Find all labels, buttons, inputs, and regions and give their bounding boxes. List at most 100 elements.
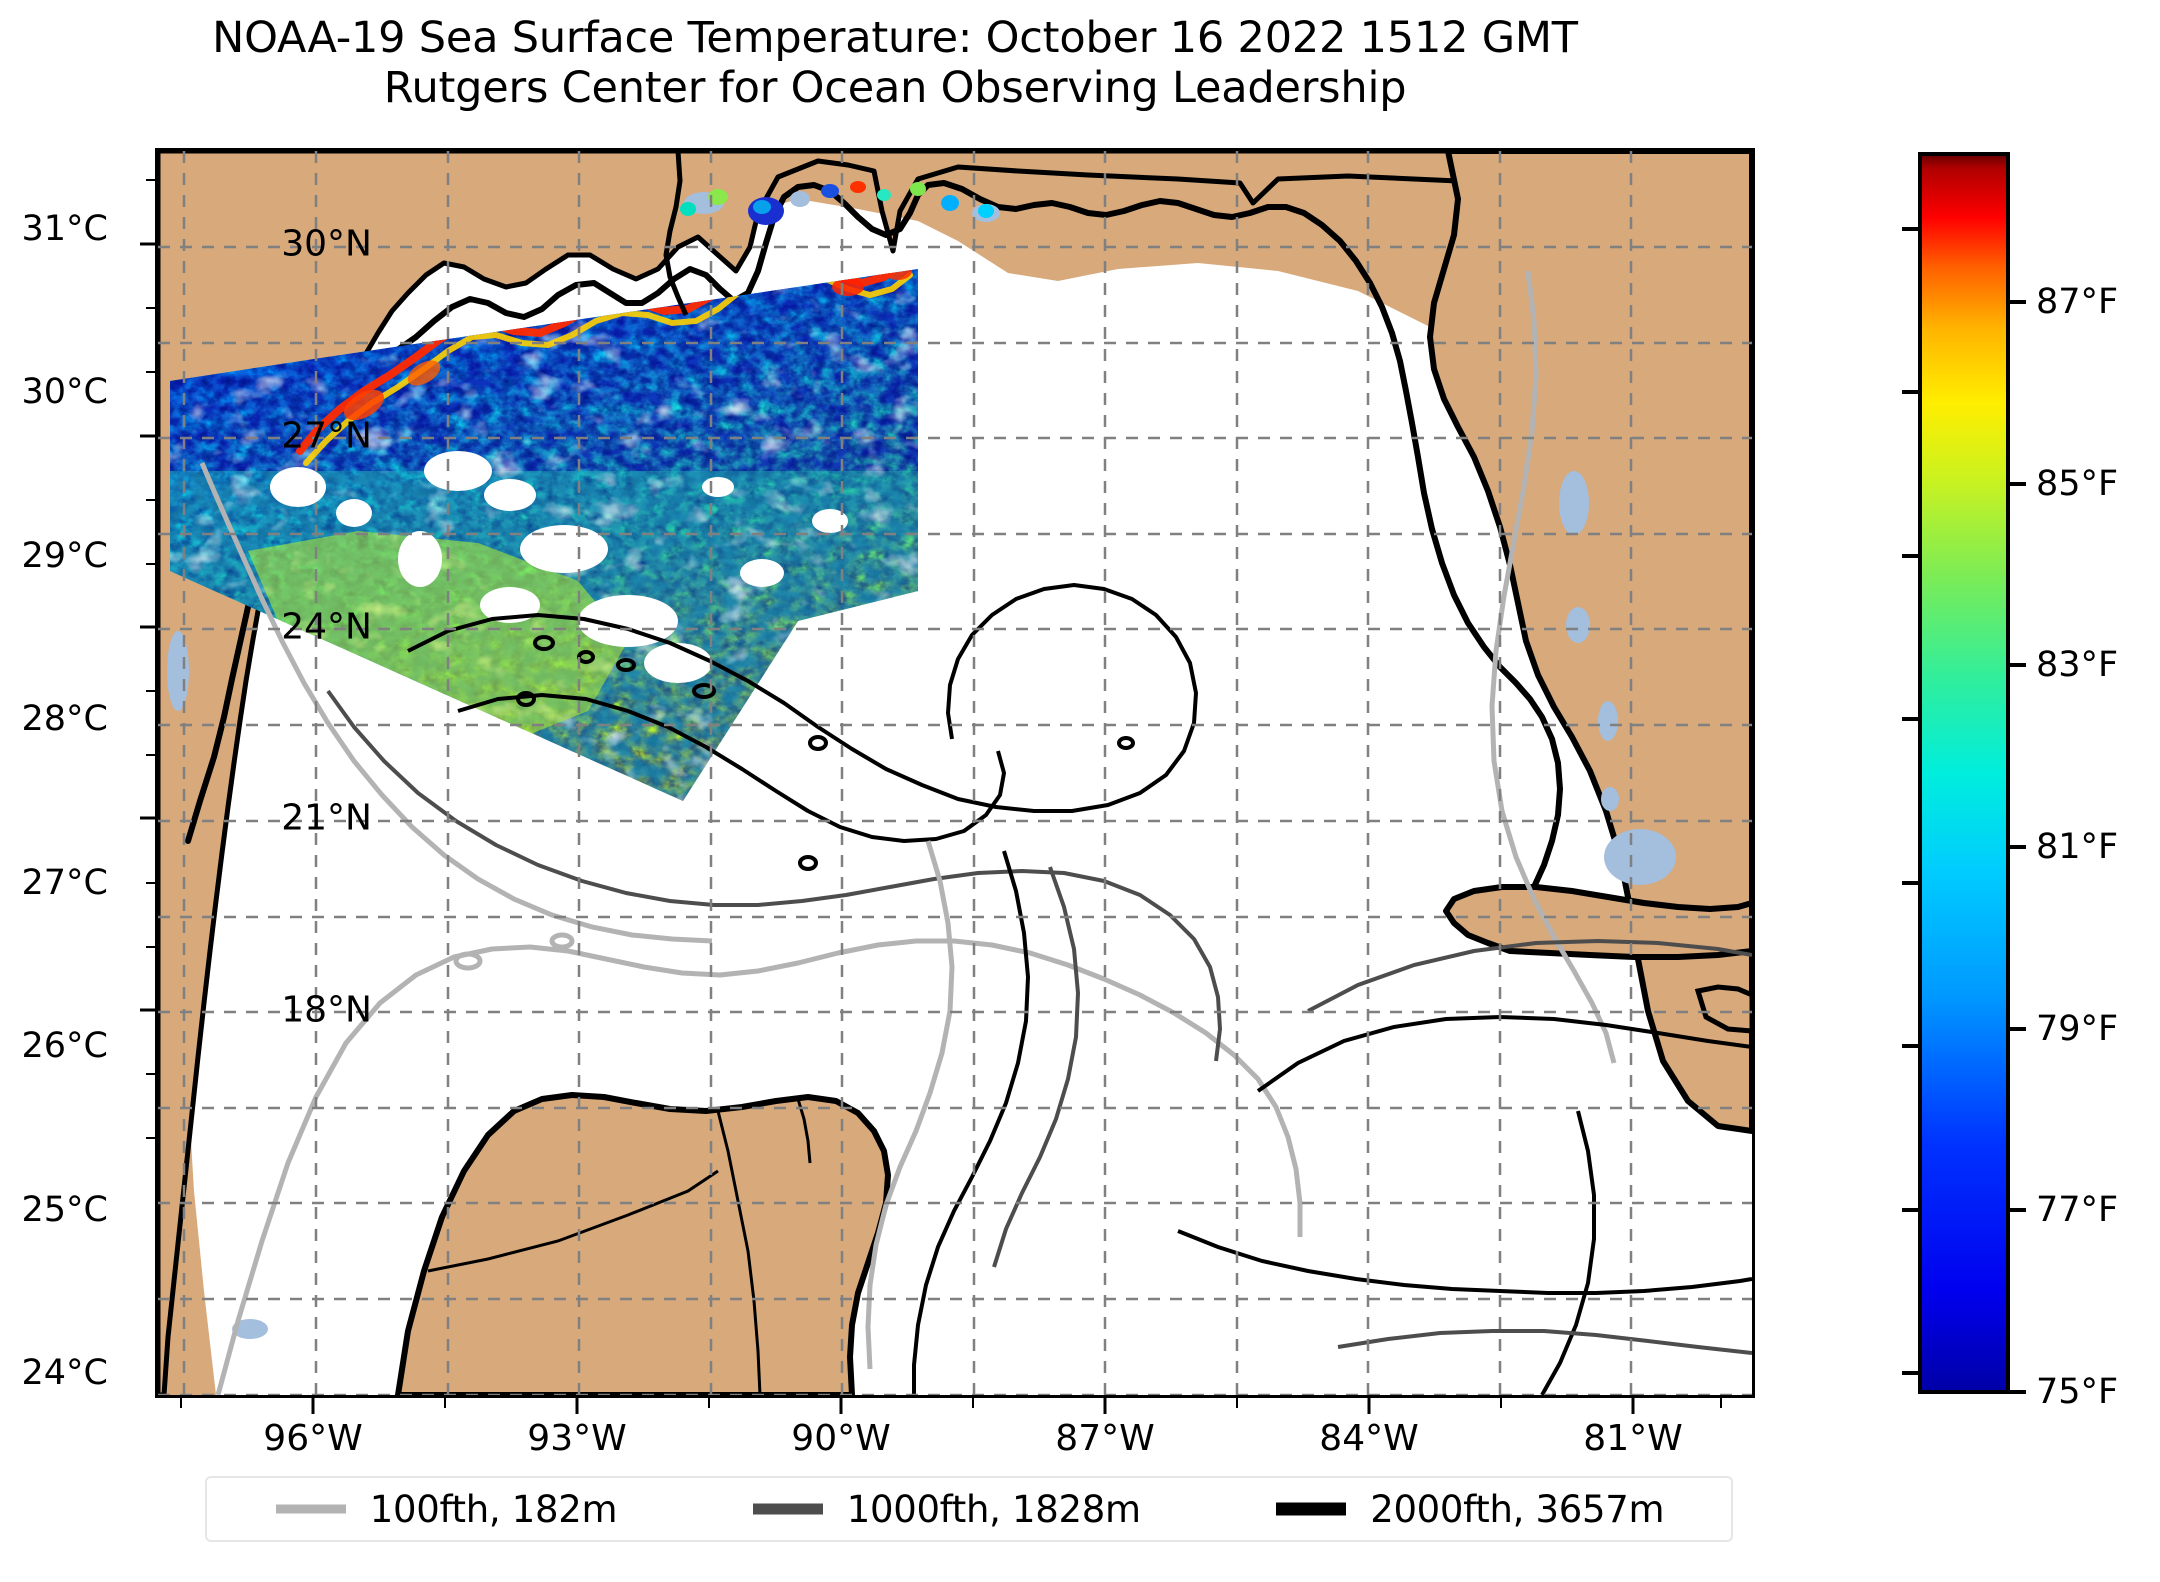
xtick-mark-3: [1103, 1398, 1107, 1414]
cb-right-tick-6: [2008, 1390, 2026, 1394]
lake-okeechobee: [1604, 829, 1676, 885]
cb-left-tick-0: [1902, 227, 1920, 231]
cb-right-label-5: 77°F: [2036, 1190, 2119, 1230]
land-florida: [1427, 151, 1752, 1134]
ytick-label-0: 30°N: [281, 223, 372, 265]
title-line-1: NOAA-19 Sea Surface Temperature: October…: [212, 13, 1578, 63]
xtick-minor-6: [1720, 1398, 1722, 1408]
xtick-label-2: 90°W: [791, 1418, 891, 1459]
xtick-minor-1: [444, 1398, 446, 1408]
ytick-mark-2: [140, 625, 156, 629]
legend-item-100fth[interactable]: 100fth, 182m: [274, 1488, 618, 1531]
ytick-minor-6: [146, 882, 156, 884]
xtick-label-3: 87°W: [1055, 1418, 1155, 1459]
xtick-minor-4: [1236, 1398, 1238, 1408]
xtick-minor-2: [708, 1398, 710, 1408]
cb-right-label-2: 83°F: [2036, 645, 2119, 685]
xtick-label-0: 96°W: [263, 1418, 363, 1459]
contour-misc-1: [992, 866, 1081, 1268]
ytick-mark-0: [140, 242, 156, 246]
ytick-label-4: 18°N: [281, 989, 372, 1031]
cb-left-label-2: 29°C: [21, 536, 108, 576]
lake-florida-north: [1559, 471, 1589, 535]
xtick-mark-0: [311, 1398, 315, 1414]
xtick-mark-1: [575, 1398, 579, 1414]
cb-left-tick-7: [1902, 1371, 1920, 1375]
map-canvas: [158, 151, 1752, 1395]
cb-left-tick-1: [1902, 390, 1920, 394]
contour-100fth-west: [199, 462, 713, 944]
contour-100fth-florida: [1489, 270, 1617, 1064]
cb-left-label-7: 24°C: [21, 1353, 108, 1393]
xtick-mark-4: [1367, 1398, 1371, 1414]
map-axes[interactable]: [155, 148, 1755, 1398]
xtick-minor-5: [1500, 1398, 1502, 1408]
cb-right-label-1: 85°F: [2036, 464, 2119, 504]
contour-misc-3: [1177, 1229, 1752, 1295]
ytick-minor-8: [146, 1073, 156, 1075]
xtick-label-4: 84°W: [1319, 1418, 1419, 1459]
contour-1000fth: [326, 689, 1222, 1062]
legend-line-1000fth: [752, 1503, 823, 1515]
cb-right-tick-3: [2008, 845, 2026, 849]
colorbar-gradient: [1922, 156, 2006, 1390]
legend-label-100fth: 100fth, 182m: [369, 1487, 618, 1531]
contour-2000fth-florida-strait: [1540, 1110, 1596, 1395]
contour-2000fth-yucatan-channel: [912, 850, 1031, 1395]
legend-item-2000fth[interactable]: 2000fth, 3657m: [1274, 1487, 1665, 1531]
cb-right-tick-4: [2008, 1027, 2026, 1031]
cb-right-label-3: 81°F: [2036, 827, 2119, 867]
ytick-minor-2: [146, 499, 156, 501]
bathymetry-legend: 100fth, 182m 1000fth, 1828m 2000fth, 365…: [205, 1476, 1733, 1542]
ytick-mark-3: [140, 816, 156, 820]
cb-left-label-6: 25°C: [21, 1190, 108, 1230]
cb-right-label-4: 79°F: [2036, 1009, 2119, 1049]
legend-item-1000fth[interactable]: 1000fth, 1828m: [751, 1488, 1141, 1531]
lake-texas-2: [232, 1319, 268, 1339]
title-line-2: Rutgers Center for Ocean Observing Leade…: [383, 62, 1407, 113]
ytick-mark-4: [140, 1008, 156, 1012]
cb-right-tick-1: [2008, 482, 2026, 486]
contour-2000fth-deep: [457, 693, 1006, 843]
border-yucatan: [716, 1110, 762, 1395]
contour-1000fth-caribbean: [1307, 938, 1752, 1013]
ytick-minor-5: [146, 754, 156, 756]
contour-misc-2: [865, 840, 955, 1370]
ytick-minor-1: [146, 371, 156, 373]
river-mississippi: [663, 151, 689, 317]
cb-right-label-0: 87°F: [2036, 282, 2119, 322]
ytick-minor-4: [146, 690, 156, 692]
cb-left-tick-2: [1902, 554, 1920, 558]
cb-left-tick-4: [1902, 881, 1920, 885]
lake-texas: [167, 631, 189, 711]
cb-left-label-1: 30°C: [21, 372, 108, 412]
cb-left-tick-3: [1902, 717, 1920, 721]
legend-line-2000fth: [1276, 1502, 1347, 1516]
cb-right-tick-2: [2008, 663, 2026, 667]
legend-label-1000fth: 1000fth, 1828m: [846, 1487, 1141, 1531]
xtick-mark-5: [1631, 1398, 1635, 1414]
colorbar[interactable]: [1918, 152, 2010, 1394]
lake-florida-small: [1598, 701, 1618, 741]
legend-line-100fth: [275, 1504, 346, 1514]
ytick-minor-0: [146, 307, 156, 309]
cb-left-label-3: 28°C: [21, 699, 108, 739]
ytick-mark-1: [140, 434, 156, 438]
lake-florida-mid: [1566, 607, 1590, 643]
sst-fragments: [680, 181, 994, 225]
map-svg: [158, 151, 1752, 1395]
land-yucatan: [395, 1092, 891, 1395]
legend-label-2000fth: 2000fth, 3657m: [1370, 1487, 1665, 1531]
ytick-minor-3: [146, 563, 156, 565]
cb-left-tick-5: [1902, 1044, 1920, 1048]
cb-right-tick-5: [2008, 1208, 2026, 1212]
ytick-label-2: 24°N: [281, 606, 372, 648]
land-cuba-east: [1694, 984, 1752, 1034]
cb-left-label-5: 26°C: [21, 1026, 108, 1066]
lake-small-2: [1601, 787, 1619, 811]
cb-right-tick-0: [2008, 300, 2026, 304]
land-cuba: [1443, 884, 1752, 960]
cb-right-label-6: 75°F: [2036, 1372, 2119, 1412]
land-mexico-texas: [158, 151, 1752, 1395]
